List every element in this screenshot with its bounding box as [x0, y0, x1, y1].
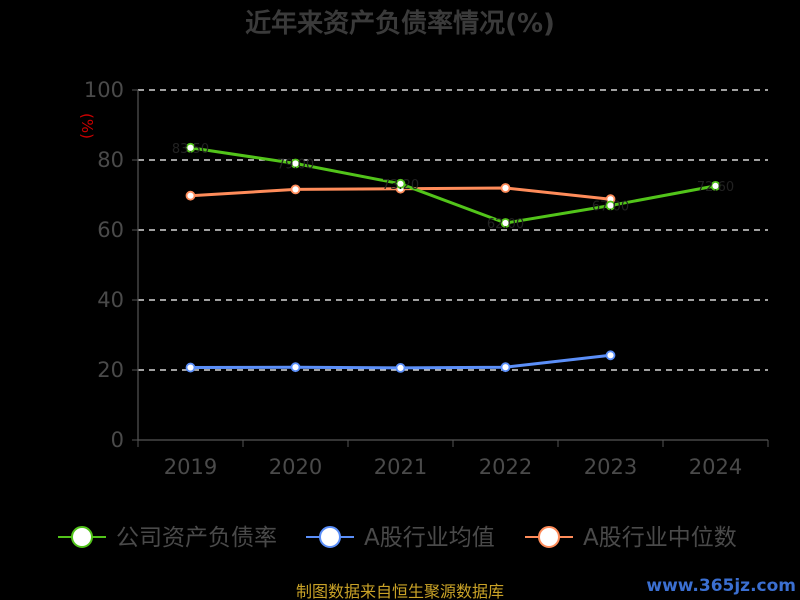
data-label: 67.00	[592, 200, 629, 215]
data-label: 79.00	[277, 158, 314, 173]
data-point	[500, 183, 511, 193]
legend-label: 公司资产负债率	[116, 525, 277, 551]
data-point	[290, 362, 301, 373]
y-tick-label: 40	[97, 288, 124, 312]
data-label: 83.50	[172, 142, 209, 157]
x-tick-label: 2022	[479, 455, 532, 479]
watermark: www.365jz.com	[646, 576, 796, 596]
data-point	[395, 178, 406, 189]
legend-marker	[538, 526, 560, 548]
y-tick-label: 100	[84, 78, 124, 102]
data-point	[710, 180, 721, 191]
x-tick-label: 2023	[584, 455, 637, 479]
data-point	[500, 362, 511, 373]
data-label: 62.00	[487, 217, 524, 232]
chart-title: 近年来资产负债率情况(%)	[245, 8, 555, 39]
data-point	[500, 218, 511, 228]
data-point	[290, 184, 301, 195]
data-label: 72.60	[697, 180, 734, 195]
grid-lines	[138, 89, 768, 371]
x-tick-label: 2019	[164, 455, 217, 479]
data-point	[605, 350, 616, 361]
data-point	[185, 362, 196, 373]
x-tick-label: 2020	[269, 455, 322, 479]
legend-label: A股行业中位数	[583, 525, 737, 551]
data-point	[395, 362, 406, 373]
x-tick-label: 2024	[689, 455, 742, 479]
y-tick-label: 0	[111, 428, 124, 452]
y-tick-label: 20	[97, 358, 124, 382]
y-axis-label: (%)	[78, 113, 96, 139]
x-tick-label: 2021	[374, 455, 427, 479]
legend: 公司资产负债率 A股行业均值 A股行业中位数	[58, 525, 737, 551]
data-label: 73.20	[382, 178, 419, 193]
legend-label: A股行业均值	[364, 525, 495, 551]
legend-marker	[319, 526, 341, 548]
data-point	[290, 158, 301, 169]
data-source-note: 制图数据来自恒生聚源数据库	[296, 582, 504, 600]
legend-marker	[71, 526, 93, 548]
y-tick-label: 60	[97, 218, 124, 242]
y-tick-label: 80	[97, 148, 124, 172]
data-point	[605, 200, 616, 211]
series-line-0	[190, 146, 716, 225]
series-layer: 83.50 79.00 73.20 62.00 67.00 72.60	[172, 142, 734, 373]
data-point	[185, 190, 196, 201]
data-point	[185, 142, 196, 153]
axes: 0 20 40 60 80 100 2019 2020 2021 2022 2023 2024	[84, 78, 769, 479]
